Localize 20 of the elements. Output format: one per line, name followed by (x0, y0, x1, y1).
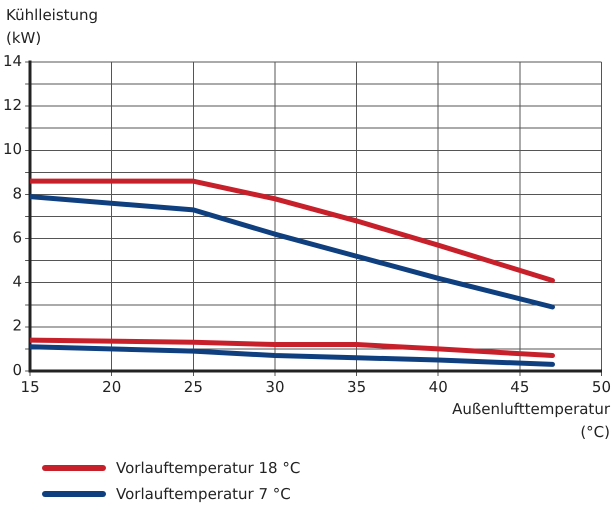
y-tick-label: 8 (12, 184, 22, 202)
x-tick-label: 35 (347, 378, 366, 396)
legend-label: Vorlauftemperatur 7 °C (116, 485, 291, 503)
x-axis-title: Außenlufttemperatur (°C) (451, 399, 610, 443)
x-tick-label: 50 (592, 378, 612, 396)
x-tick-label: 30 (265, 378, 285, 396)
x-tick-label: 20 (102, 378, 122, 396)
y-tick-label: 0 (12, 360, 22, 379)
x-tick-label: 15 (20, 378, 40, 396)
y-tick-label: 14 (2, 52, 22, 70)
x-tick-label: 45 (510, 378, 530, 396)
y-tick-label: 10 (2, 140, 22, 158)
y-tick-label: 2 (12, 316, 22, 335)
legend-label: Vorlauftemperatur 18 °C (116, 459, 300, 477)
y-tick-label: 4 (12, 272, 22, 291)
x-tick-label: 25 (184, 378, 203, 396)
y-axis-title: Kühlleistung (kW) (6, 5, 100, 49)
y-tick-label: 6 (12, 228, 22, 246)
y-tick-label: 12 (2, 96, 22, 114)
x-tick-label: 40 (428, 378, 448, 396)
